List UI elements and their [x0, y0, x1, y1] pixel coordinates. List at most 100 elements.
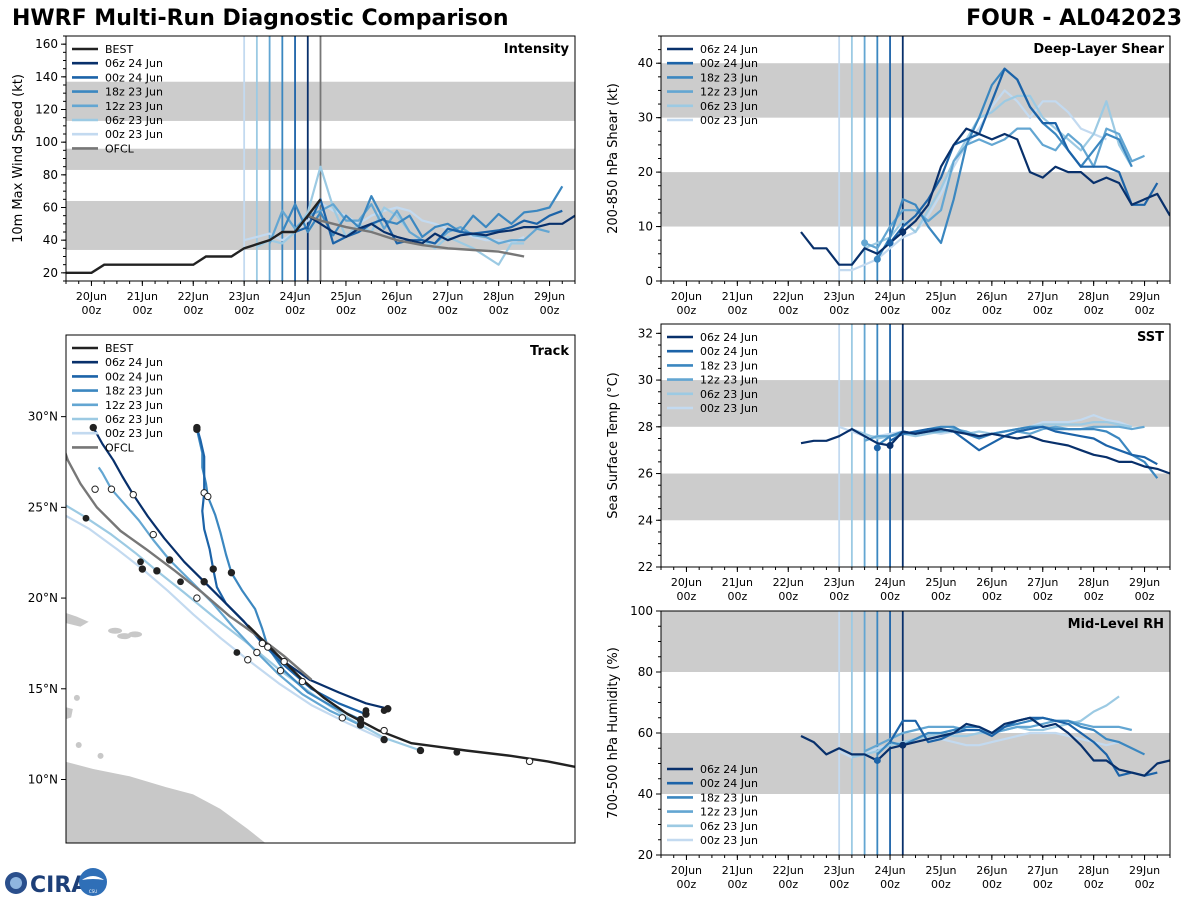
track-best-open-marker-2 [338, 714, 347, 722]
track-plot-area [66, 335, 575, 843]
sst-legend-label-run-1: 00z 24 Jun [700, 345, 758, 358]
shear-xtick-sublabel-8: 00z [1084, 304, 1104, 317]
sst-ylabel: Sea Surface Temp (°C) [606, 372, 621, 519]
shear-legend-label-run-1: 00z 24 Jun [700, 57, 758, 70]
track-run-0-marker [280, 657, 288, 666]
rh-xtick-label-4: 24Jun [874, 864, 905, 877]
shear-legend-label-run-2: 18z 23 Jun [700, 71, 758, 84]
track-lat-label-4: 30°N [28, 410, 58, 424]
track-run-0-marker [129, 490, 137, 499]
rh-xtick-sublabel-2: 00z [778, 878, 798, 891]
rh-xtick-sublabel-5: 00z [931, 878, 951, 891]
intensity-ytick-label-4: 100 [35, 135, 58, 149]
intensity-legend-label-run-4: 06z 23 Jun [105, 114, 163, 127]
sst-xtick-sublabel-3: 00z [829, 590, 849, 603]
track-ofcl-filled-marker-2 [177, 578, 184, 586]
shear-xtick-sublabel-9: 00z [1135, 304, 1155, 317]
shear-init-marker-0 [899, 228, 907, 236]
shear-xtick-sublabel-6: 00z [982, 304, 1002, 317]
rh-xtick-sublabel-1: 00z [727, 878, 747, 891]
sst-legend-label-run-2: 18z 23 Jun [700, 359, 758, 372]
intensity-ytick-label-5: 120 [35, 103, 58, 117]
rh-series-0 [800, 716, 1170, 777]
track-legend-label-run-5: 00z 23 Jun [105, 427, 163, 440]
rh-xtick-sublabel-8: 00z [1084, 878, 1104, 891]
cira-logo: CIRA CSU [5, 868, 107, 898]
rh-xtick-label-2: 22Jun [773, 864, 804, 877]
track-series-3 [97, 466, 361, 727]
shear-xtick-label-1: 21Jun [722, 290, 753, 303]
track-run-0-marker [200, 578, 208, 586]
sst-xtick-label-6: 26Jun [976, 576, 1007, 589]
sst-xtick-sublabel-9: 00z [1135, 590, 1155, 603]
sst-xtick-label-5: 25Jun [925, 576, 956, 589]
intensity-ytick-label-0: 20 [43, 266, 58, 280]
sst-xtick-label-7: 27Jun [1027, 576, 1058, 589]
intensity-title: Intensity [504, 42, 570, 57]
sst-ytick-label-2: 26 [638, 467, 653, 481]
track-legend-label-ofcl: OFCL [105, 441, 135, 454]
intensity-xtick-label-7: 27Jun [432, 290, 463, 303]
track-run-0-marker [89, 423, 97, 432]
track-run-3-marker [253, 648, 261, 657]
svg-text:CSU: CSU [89, 889, 97, 894]
rh-xtick-label-7: 27Jun [1027, 864, 1058, 877]
sst-ytick-label-4: 30 [638, 373, 653, 387]
shear-xtick-label-8: 28Jun [1078, 290, 1109, 303]
track-ofcl-filled-marker-1 [137, 558, 144, 566]
sst-xtick-sublabel-8: 00z [1084, 590, 1104, 603]
shear-xtick-sublabel-0: 00z [677, 304, 697, 317]
track-ocean [66, 335, 575, 843]
rh-xtick-label-3: 23Jun [824, 864, 855, 877]
shear-legend-label-run-4: 06z 23 Jun [700, 100, 758, 113]
rh-ytick-label-2: 60 [638, 726, 653, 740]
shear-xtick-sublabel-2: 00z [778, 304, 798, 317]
rh-plot-area [661, 611, 1170, 855]
storm-id-title: FOUR - AL042023 [966, 6, 1182, 31]
intensity-legend-label-best: BEST [105, 43, 133, 56]
rh-legend-label-run-0: 06z 24 Jun [700, 763, 758, 776]
shear-ylabel: 200-850 hPa Shear (kt) [606, 83, 621, 234]
intensity-series-3 [268, 203, 550, 245]
intensity-ylabel: 10m Max Wind Speed (kt) [11, 74, 26, 243]
shear-xtick-label-5: 25Jun [925, 290, 956, 303]
sst-legend-label-run-5: 00z 23 Jun [700, 402, 758, 415]
intensity-xtick-sublabel-9: 00z [540, 304, 560, 317]
intensity-legend-label-run-0: 06z 24 Jun [105, 57, 163, 70]
sst-xtick-label-0: 20Jun [671, 576, 702, 589]
intensity-xtick-sublabel-2: 00z [183, 304, 203, 317]
rh-xtick-label-8: 28Jun [1078, 864, 1109, 877]
rh-ytick-label-3: 80 [638, 665, 653, 679]
shear-series-4 [851, 94, 1133, 266]
intensity-xtick-sublabel-7: 00z [438, 304, 458, 317]
intensity-series-best [66, 198, 322, 274]
track-run-5-marker [380, 735, 388, 744]
sst-xtick-label-4: 24Jun [874, 576, 905, 589]
rh-legend-label-run-4: 06z 23 Jun [700, 820, 758, 833]
track-legend-label-run-4: 06z 23 Jun [105, 413, 163, 426]
track-run-4-marker [153, 567, 161, 575]
rh-legend-label-run-3: 12z 23 Jun [700, 806, 758, 819]
rh-init-marker-0 [899, 741, 907, 749]
rh-xtick-label-1: 21Jun [722, 864, 753, 877]
intensity-legend-label-run-3: 12z 23 Jun [105, 100, 163, 113]
shear-ytick-label-0: 0 [645, 274, 653, 288]
shear-xtick-label-9: 29Jun [1129, 290, 1160, 303]
sst-plot-area [661, 324, 1170, 567]
rh-xtick-label-9: 29Jun [1129, 864, 1160, 877]
rh-xtick-sublabel-7: 00z [1033, 878, 1053, 891]
sst-init-marker-0 [886, 442, 894, 449]
track-legend-label-run-1: 00z 24 Jun [105, 370, 163, 383]
rh-ytick-label-0: 20 [638, 848, 653, 862]
intensity-xtick-label-8: 28Jun [483, 290, 514, 303]
track-ofcl-open-marker-0 [66, 443, 67, 445]
track-run-1-marker [209, 565, 217, 573]
rh-panel: 2040608010020Jun00z21Jun00z22Jun00z23Jun… [606, 604, 1171, 891]
intensity-xtick-sublabel-0: 00z [82, 304, 102, 317]
sst-xtick-sublabel-0: 00z [677, 590, 697, 603]
track-run-3-marker [356, 721, 365, 729]
intensity-ytick-label-1: 40 [43, 233, 58, 247]
shear-ytick-label-2: 20 [638, 165, 653, 179]
shear-legend-label-run-3: 12z 23 Jun [700, 86, 758, 99]
